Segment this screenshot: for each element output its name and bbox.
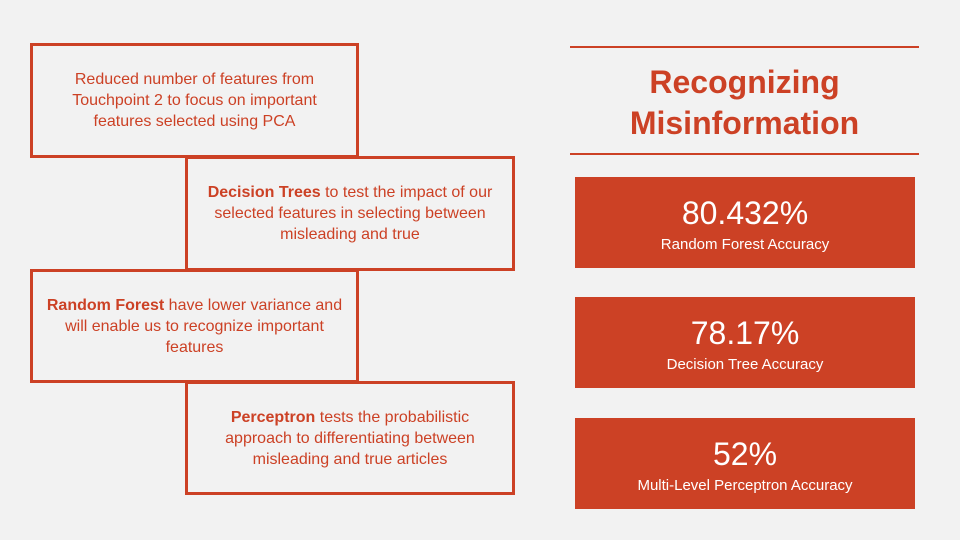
step-bold-label: Decision Trees: [207, 184, 321, 201]
step-text: Decision Trees to test the impact of our…: [198, 182, 502, 245]
step-text: Perceptron tests the probabilistic appro…: [198, 407, 502, 470]
step-box-feature-reduction: Reduced number of features from Touchpoi…: [30, 43, 359, 158]
title-rule-bottom: [570, 153, 919, 155]
step-body: to test the impact of our selected featu…: [214, 184, 493, 243]
stat-value: 78.17%: [690, 315, 800, 351]
step-box-perceptron: Perceptron tests the probabilistic appro…: [185, 381, 515, 495]
step-body: Reduced number of features from Touchpoi…: [72, 71, 317, 130]
step-box-decision-trees: Decision Trees to test the impact of our…: [185, 156, 515, 271]
step-text: Random Forest have lower variance and wi…: [43, 295, 346, 358]
step-body: tests the probabilistic approach to diff…: [225, 408, 475, 468]
step-box-random-forest: Random Forest have lower variance and wi…: [30, 269, 359, 383]
title-line-1: Recognizing: [649, 64, 840, 100]
stat-label: Decision Tree Accuracy: [666, 356, 824, 373]
slide-title: Recognizing Misinformation: [570, 62, 919, 144]
stat-value: 80.432%: [681, 195, 809, 231]
title-rule-top: [570, 46, 919, 48]
step-body: have lower variance and will enable us t…: [65, 296, 343, 356]
stat-label: Random Forest Accuracy: [660, 236, 830, 253]
stat-value: 52%: [712, 436, 778, 472]
step-bold-label: Perceptron: [230, 408, 316, 426]
stat-card-perceptron: 52% Multi-Level Perceptron Accuracy: [575, 418, 915, 509]
stat-card-random-forest: 80.432% Random Forest Accuracy: [575, 177, 915, 268]
title-line-2: Misinformation: [629, 105, 860, 141]
step-text: Reduced number of features from Touchpoi…: [43, 69, 346, 132]
stat-label: Multi-Level Perceptron Accuracy: [637, 477, 853, 494]
step-bold-label: Random Forest: [46, 296, 165, 314]
stat-card-decision-tree: 78.17% Decision Tree Accuracy: [575, 297, 915, 388]
